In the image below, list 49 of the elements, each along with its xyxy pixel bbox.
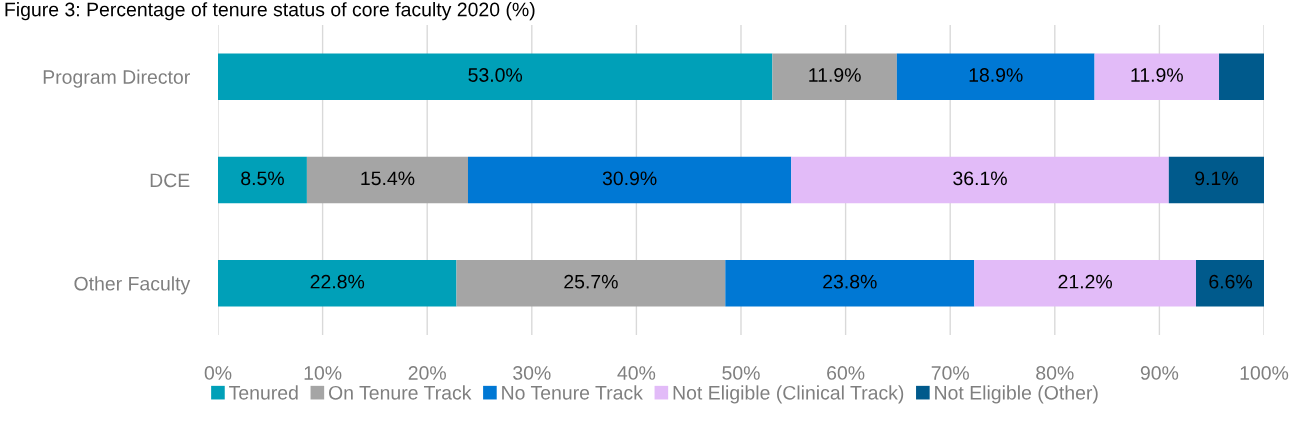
legend-label: Not Eligible (Other) [935, 385, 1098, 404]
x-tick-label: 50% [722, 366, 760, 380]
data-label: 21.2% [1058, 274, 1113, 289]
bar [218, 260, 457, 307]
legend-label: Not Eligible (Clinical Track) [673, 385, 904, 404]
x-tick-label: 30% [513, 366, 551, 380]
data-label: 25.7% [564, 274, 618, 289]
bar [896, 53, 1095, 100]
bar [456, 260, 726, 307]
bar [218, 156, 307, 204]
bar [1094, 53, 1220, 100]
bar [725, 260, 975, 307]
chart-title: Figure 3: Percentage of tenure status of core faculty 2020 (%) [5, 2, 535, 21]
y-tick-label: DCE [150, 173, 190, 188]
x-tick-label: 20% [408, 366, 446, 380]
data-label: 18.9% [969, 68, 1023, 82]
data-label: 9.1% [1195, 171, 1238, 186]
bar [791, 156, 1169, 204]
data-label: 22.8% [310, 274, 365, 289]
bar [1168, 156, 1264, 204]
data-label: 23.8% [823, 274, 877, 289]
y-tick-label: Program Director [43, 69, 190, 88]
x-tick-label: 100% [1240, 366, 1289, 380]
x-tick-label: 80% [1036, 366, 1074, 380]
x-tick-label: 60% [827, 366, 865, 380]
x-tick-label: 70% [931, 366, 969, 380]
x-tick-label: 10% [304, 366, 342, 380]
x-tick-label: 40% [617, 366, 656, 380]
data-label: 36.1% [953, 171, 1007, 186]
data-label: 53.0% [468, 68, 523, 82]
x-tick-label: 0% [204, 366, 232, 380]
bar [974, 260, 1197, 307]
y-tick-label: Other Faculty [74, 276, 191, 295]
x-tick-label: 90% [1140, 366, 1179, 380]
data-label: 6.6% [1209, 274, 1252, 289]
bar [1196, 260, 1264, 307]
bar [218, 53, 773, 100]
data-label: 11.9% [1131, 68, 1183, 82]
data-label: 15.4% [361, 171, 415, 186]
bar [306, 156, 468, 204]
legend-label: No Tenure Track [502, 385, 643, 400]
data-label: 11.9% [809, 68, 861, 82]
bar [467, 156, 792, 204]
bar [772, 53, 897, 100]
legend-label: Tenured [229, 385, 298, 400]
data-label: 30.9% [602, 171, 657, 186]
bar [1219, 53, 1264, 100]
legend-label: On Tenure Track [328, 385, 472, 400]
data-label: 8.5% [241, 171, 284, 186]
